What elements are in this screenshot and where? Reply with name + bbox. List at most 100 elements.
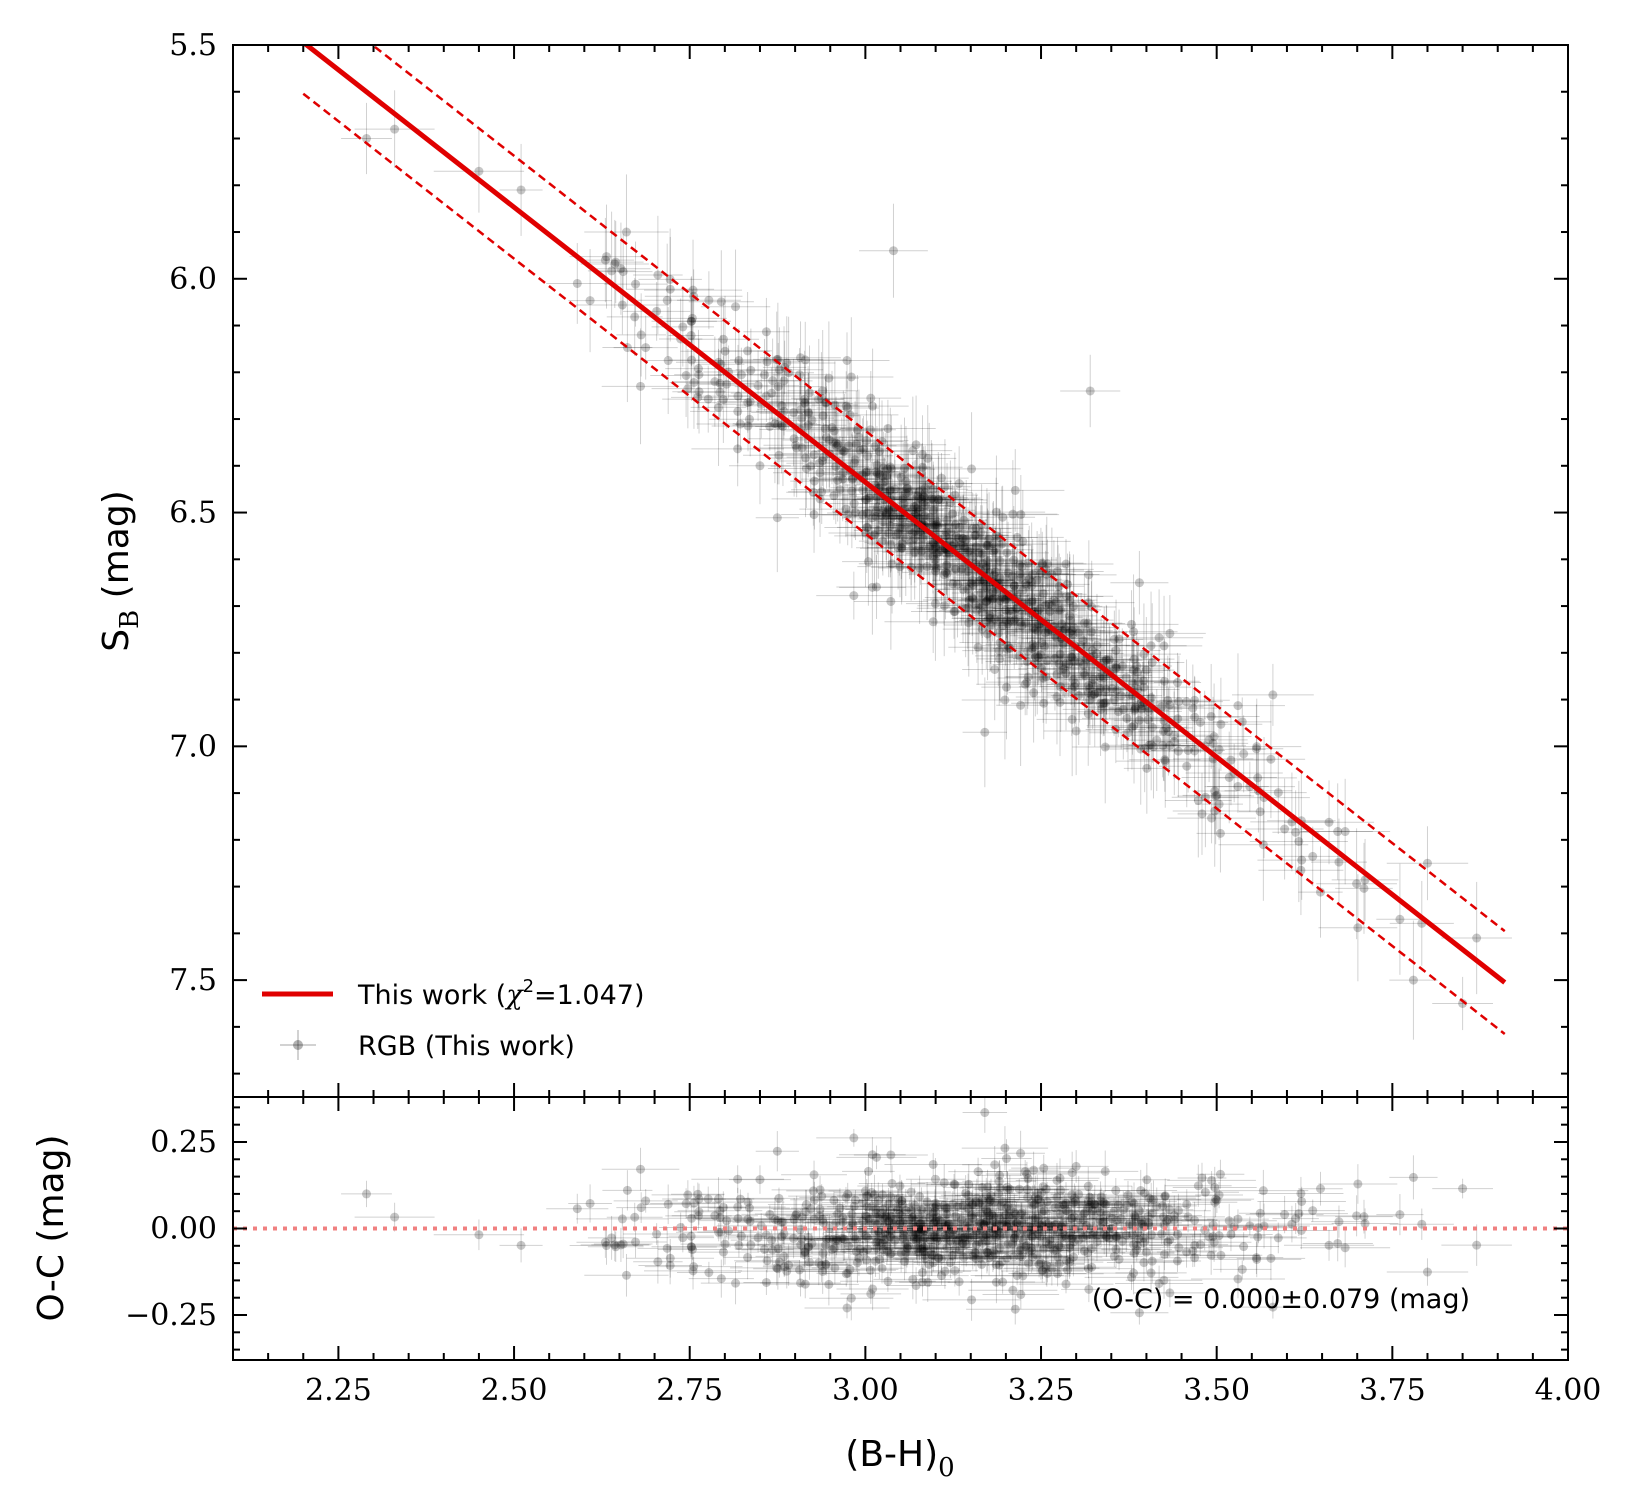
data-point — [919, 534, 975, 596]
data-point — [700, 249, 771, 364]
point-marker — [980, 1108, 990, 1118]
point-marker — [1008, 509, 1018, 519]
data-point — [850, 424, 924, 527]
point-marker — [1009, 555, 1019, 565]
data-point — [983, 564, 1042, 658]
point-marker — [678, 322, 688, 332]
data-point — [671, 336, 758, 427]
point-marker — [746, 365, 756, 375]
point-marker — [977, 602, 987, 612]
data-point — [966, 449, 1065, 532]
point-marker — [1172, 678, 1182, 688]
point-marker — [882, 464, 892, 474]
point-marker — [963, 546, 973, 556]
data-point — [1122, 687, 1215, 776]
point-marker — [842, 1303, 852, 1313]
point-marker — [932, 519, 942, 529]
point-marker — [1134, 715, 1144, 725]
data-point — [908, 523, 980, 626]
point-marker — [883, 423, 893, 433]
point-marker — [1197, 809, 1207, 819]
data-point — [791, 376, 860, 482]
data-point — [871, 533, 952, 601]
point-marker — [1395, 914, 1405, 924]
data-point — [858, 511, 907, 572]
point-marker — [807, 415, 817, 425]
point-marker — [1233, 701, 1243, 711]
point-marker — [1352, 879, 1362, 889]
point-marker — [1085, 683, 1095, 693]
point-marker — [851, 508, 861, 518]
point-marker — [1065, 611, 1075, 621]
point-marker — [1154, 633, 1164, 643]
data-point — [786, 403, 853, 523]
point-marker — [1206, 711, 1216, 721]
point-marker — [1062, 622, 1072, 632]
point-marker — [863, 1166, 873, 1176]
point-marker — [572, 1204, 582, 1214]
data-point — [738, 316, 836, 410]
point-marker — [1099, 673, 1109, 683]
residual-point — [341, 1180, 392, 1208]
data-point — [938, 507, 998, 596]
data-point — [1003, 586, 1087, 680]
data-point — [926, 503, 983, 585]
data-point — [1107, 685, 1189, 754]
point-marker — [1139, 676, 1149, 686]
point-marker — [878, 536, 888, 546]
point-marker — [858, 485, 868, 495]
point-marker — [827, 423, 837, 433]
data-point — [895, 482, 978, 566]
point-marker — [1104, 655, 1114, 665]
data-point — [1064, 644, 1123, 715]
point-marker — [1251, 744, 1261, 754]
point-marker — [1129, 627, 1139, 637]
data-point — [1114, 691, 1165, 750]
point-marker — [720, 346, 730, 356]
data-point — [716, 347, 784, 457]
point-marker — [1173, 714, 1183, 724]
point-marker — [1038, 589, 1048, 599]
point-marker — [1160, 756, 1170, 766]
point-marker — [1280, 824, 1290, 834]
data-point — [892, 459, 957, 536]
data-point — [669, 336, 719, 429]
point-marker — [1121, 673, 1131, 683]
point-marker — [390, 1212, 400, 1222]
data-point — [982, 521, 1034, 625]
point-marker — [981, 563, 991, 573]
point-marker — [862, 494, 872, 504]
point-marker — [772, 1146, 782, 1156]
data-point — [728, 369, 805, 422]
point-marker — [782, 358, 792, 368]
point-marker — [1011, 603, 1021, 613]
data-point — [1019, 642, 1095, 707]
point-marker — [950, 520, 960, 530]
point-marker — [362, 134, 371, 144]
point-marker — [1003, 568, 1013, 578]
data-point — [1015, 579, 1101, 678]
data-point — [751, 358, 836, 467]
point-marker — [877, 479, 887, 489]
point-marker — [957, 564, 967, 574]
point-marker — [1334, 857, 1344, 867]
data-point — [1089, 631, 1164, 724]
data-point — [1019, 557, 1102, 663]
point-marker — [797, 443, 807, 453]
point-marker — [753, 1233, 763, 1243]
point-marker — [1273, 788, 1283, 798]
data-point — [1171, 700, 1218, 802]
point-marker — [851, 439, 861, 449]
data-point — [717, 350, 800, 421]
data-point — [1212, 698, 1302, 795]
data-point — [1190, 653, 1285, 758]
point-marker — [390, 124, 400, 134]
data-point — [890, 485, 960, 546]
point-marker — [863, 557, 873, 567]
data-point — [782, 392, 876, 488]
point-marker — [1333, 827, 1343, 837]
point-marker — [1014, 651, 1024, 661]
point-marker — [837, 445, 847, 455]
point-marker — [1109, 695, 1119, 705]
point-marker — [849, 1133, 859, 1143]
